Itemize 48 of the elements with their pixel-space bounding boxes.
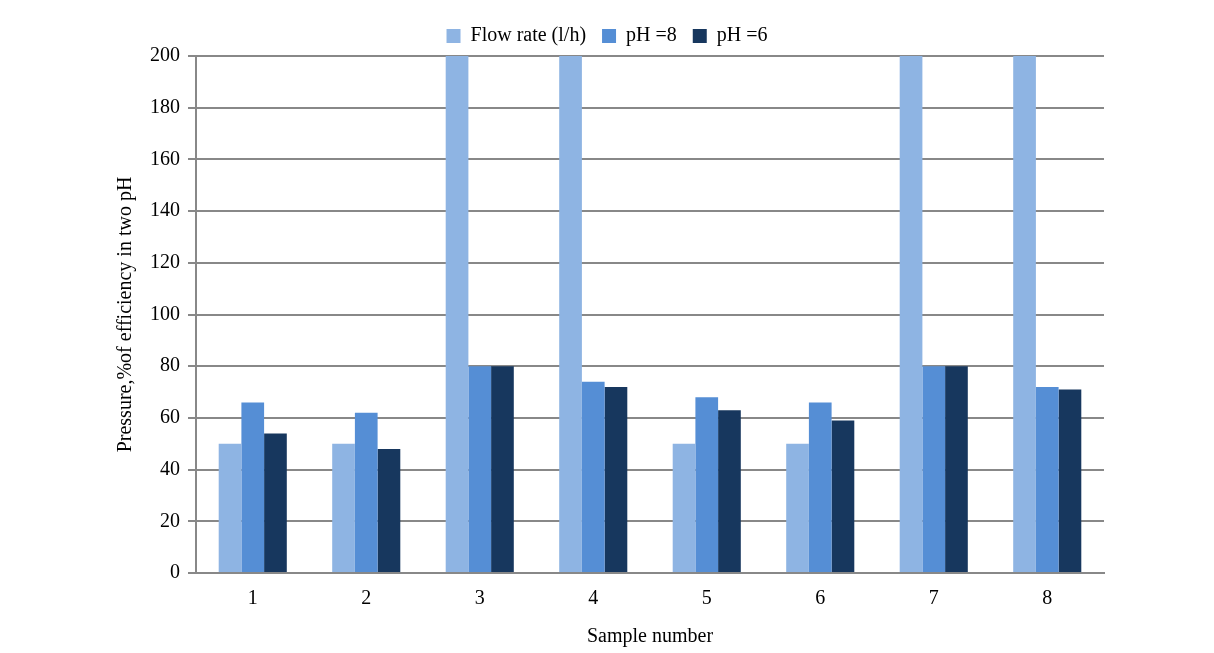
- y-tick-label: 140: [150, 198, 180, 221]
- x-tick-label: 6: [815, 586, 826, 609]
- bar: [241, 402, 265, 572]
- y-tick-label: 120: [150, 250, 180, 273]
- y-tick-label: 180: [150, 94, 180, 117]
- y-tick-label: 160: [150, 146, 180, 169]
- legend-label: pH =6: [716, 23, 768, 47]
- bar: [831, 420, 855, 572]
- bar: [218, 443, 242, 572]
- bar: [695, 397, 719, 572]
- bar: [786, 443, 809, 572]
- bar: [808, 402, 832, 572]
- x-tick-label: 8: [1042, 586, 1053, 609]
- bar: [445, 56, 469, 572]
- x-tick-label: 7: [928, 586, 939, 609]
- x-tick-label: 5: [701, 586, 712, 609]
- bar: [377, 448, 401, 572]
- y-tick-label: 0: [170, 560, 180, 583]
- bar: [354, 412, 378, 572]
- y-tick-label: 100: [150, 301, 180, 324]
- bar: [559, 56, 582, 572]
- legend-label: Flow rate (l/h): [470, 23, 587, 47]
- y-tick-label: 80: [160, 353, 180, 376]
- x-tick-label: 4: [588, 586, 599, 609]
- bar: [718, 410, 741, 572]
- y-axis-title: Pressure,%of efficiency in two pH: [113, 176, 137, 453]
- x-tick-label: 3: [474, 586, 485, 609]
- bar: [945, 366, 968, 572]
- x-tick-label: 1: [247, 586, 258, 609]
- bar: [491, 366, 514, 572]
- y-tick-label: 40: [160, 456, 180, 479]
- bar: [1035, 386, 1059, 572]
- bar: [332, 443, 355, 572]
- x-tick-label: 2: [361, 586, 372, 609]
- bar: [899, 56, 923, 572]
- y-tick-label: 20: [160, 508, 180, 531]
- y-tick-label: 200: [150, 43, 180, 66]
- bar: [581, 381, 605, 572]
- bar: [672, 443, 696, 572]
- x-axis-title: Sample number: [586, 624, 714, 648]
- bar: [1013, 56, 1036, 572]
- bar: [604, 386, 628, 572]
- legend-label: pH =8: [626, 23, 677, 47]
- bar: [922, 366, 946, 572]
- bar: [264, 433, 287, 572]
- bar: [1058, 389, 1082, 572]
- bar: [468, 366, 492, 572]
- y-tick-label: 60: [160, 405, 180, 428]
